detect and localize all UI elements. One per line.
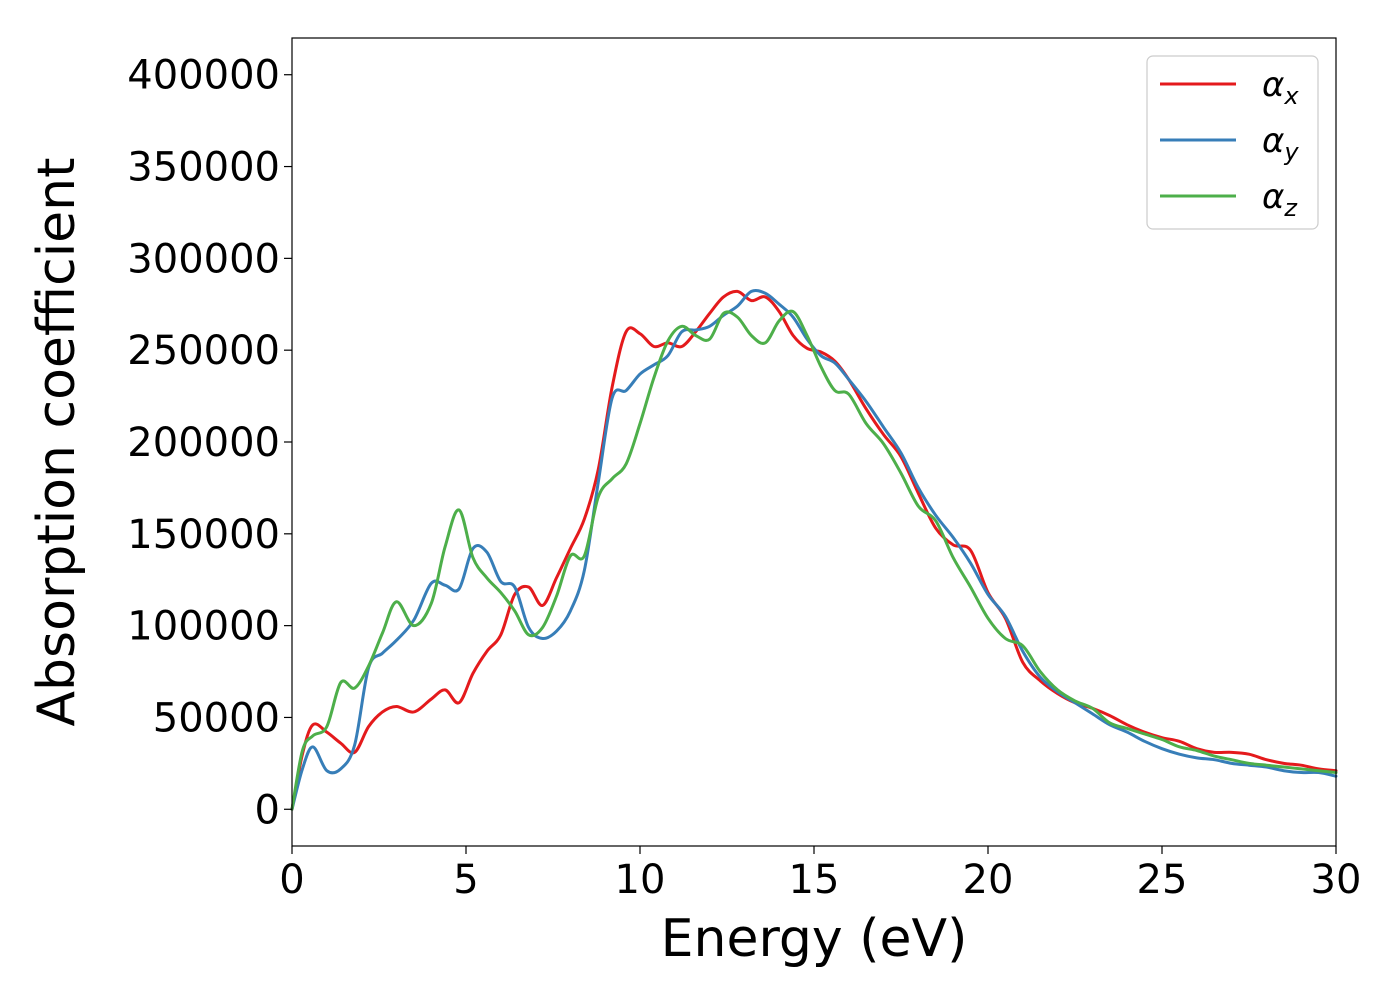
- y-tick-label: 350000: [127, 145, 280, 191]
- legend-label-y: αy: [1262, 121, 1299, 166]
- y-tick-label: 250000: [127, 328, 280, 374]
- x-tick-label: 25: [1137, 857, 1188, 903]
- y-tick-label: 400000: [127, 53, 280, 99]
- x-axis-ticks: 0 5 10 15 20 25 30: [279, 846, 1361, 903]
- y-tick-label: 100000: [127, 604, 280, 650]
- series-layer: [290, 288, 1338, 811]
- legend-items: αx αy αz: [1160, 65, 1299, 222]
- series-line-z: [290, 309, 1338, 811]
- y-tick-label: 0: [255, 787, 280, 833]
- y-axis-ticks: 0 50000 100000 150000 200000 250000 300000 3500…: [127, 53, 292, 833]
- y-axis-title: Absorption coefficient: [27, 157, 87, 726]
- series-line-y: [290, 288, 1338, 811]
- series-line-x: [290, 289, 1338, 811]
- x-axis-title: Energy (eV): [661, 909, 968, 969]
- x-tick-label: 15: [789, 857, 840, 903]
- x-tick-label: 20: [963, 857, 1014, 903]
- legend: αx αy αz: [1146, 55, 1319, 230]
- x-tick-label: 10: [615, 857, 666, 903]
- y-tick-label: 150000: [127, 512, 280, 558]
- y-tick-label: 200000: [127, 420, 280, 466]
- x-tick-label: 5: [453, 857, 478, 903]
- y-tick-label: 50000: [153, 695, 280, 741]
- legend-label-z: αz: [1262, 177, 1298, 222]
- y-tick-label: 300000: [127, 236, 280, 282]
- legend-label-x: αx: [1262, 65, 1299, 110]
- x-tick-label: 0: [279, 857, 304, 903]
- legend-box: [1146, 55, 1319, 230]
- x-tick-label: 30: [1311, 857, 1362, 903]
